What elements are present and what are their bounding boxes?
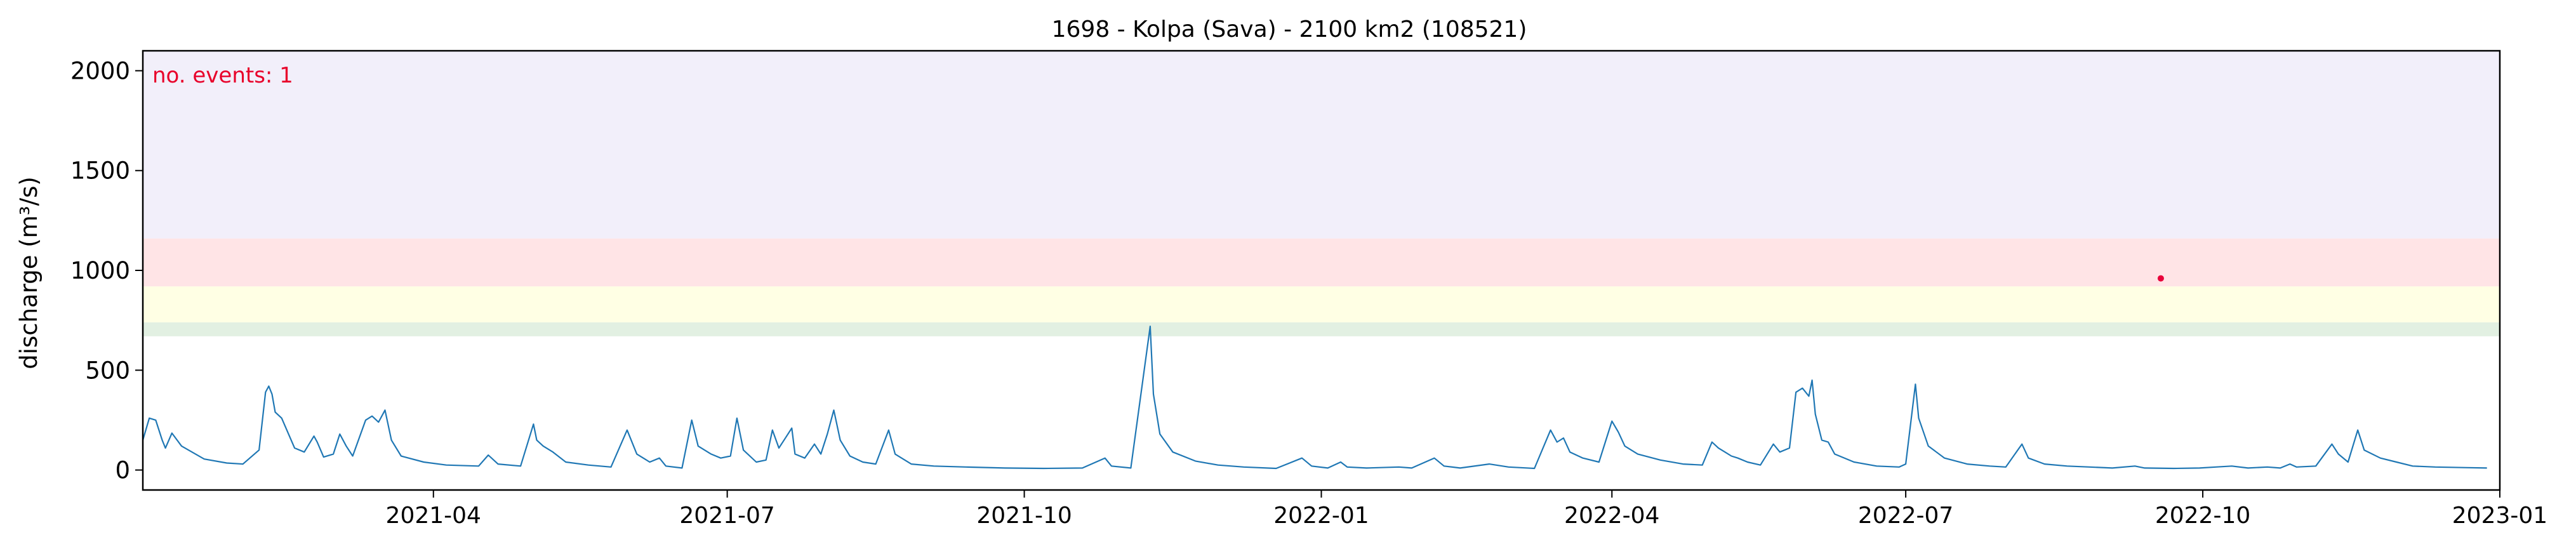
chart-title: 1698 - Kolpa (Sava) - 2100 km2 (108521) (1052, 17, 1527, 43)
threshold-bands (143, 51, 2500, 336)
y-tick-label-1000: 1000 (70, 257, 130, 284)
events-annotation: no. events: 1 (152, 63, 293, 88)
y-tick-label-500: 500 (85, 357, 130, 384)
threshold-band-2 (143, 238, 2500, 287)
threshold-band-3 (143, 51, 2500, 239)
series-line-0 (142, 326, 2487, 470)
event-marker-0 (2157, 275, 2164, 282)
x-tick-label-2021-10: 2021-10 (976, 503, 1072, 529)
y-tick-label-2000: 2000 (70, 57, 130, 84)
x-tick-label-2021-04: 2021-04 (386, 503, 481, 529)
threshold-band-1 (143, 286, 2500, 322)
y-tick-label-1500: 1500 (70, 157, 130, 185)
x-tick-label-2023-01: 2023-01 (2452, 503, 2547, 529)
x-tick-label-2022-10: 2022-10 (2155, 503, 2250, 529)
y-axis: 0 500 1000 1500 2000 (70, 57, 143, 484)
x-tick-label-2021-07: 2021-07 (679, 503, 774, 529)
y-tick-label-0: 0 (115, 457, 130, 484)
x-tick-label-2022-07: 2022-07 (1858, 503, 1953, 529)
x-tick-label-2022-04: 2022-04 (1564, 503, 1659, 529)
x-tick-label-2022-01: 2022-01 (1273, 503, 1369, 529)
threshold-band-0 (143, 322, 2500, 336)
x-axis: 2021-04 2021-07 2021-10 2022-01 2022-04 2022-… (386, 490, 2547, 529)
events-group (2157, 275, 2164, 282)
y-axis-label: discharge (m³/s) (15, 176, 43, 369)
series-group (142, 326, 2487, 470)
